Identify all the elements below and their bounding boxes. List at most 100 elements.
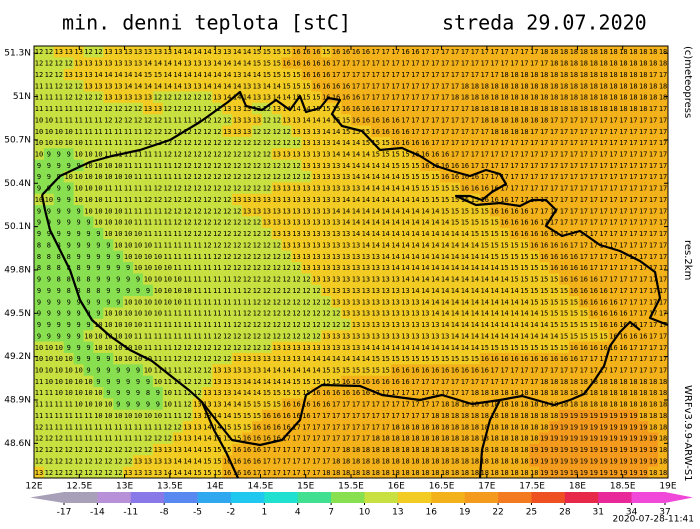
temperature-value: 13 xyxy=(253,82,261,90)
temperature-value: 14 xyxy=(421,230,429,238)
temperature-value: 11 xyxy=(154,230,162,238)
temperature-value: 13 xyxy=(272,196,280,204)
temperature-value: 13 xyxy=(144,94,152,102)
temperature-value: 16 xyxy=(302,71,310,79)
colorbar-label: -8 xyxy=(160,508,169,518)
temperature-value: 14 xyxy=(411,287,419,295)
temperature-value: 14 xyxy=(510,298,518,306)
temperature-value: 15 xyxy=(272,48,280,56)
temperature-value: 17 xyxy=(580,219,588,227)
temperature-value: 12 xyxy=(243,151,251,159)
temperature-value: 11 xyxy=(213,287,221,295)
temperature-value: 16 xyxy=(481,185,489,193)
temperature-value: 14 xyxy=(391,230,399,238)
temperature-value: 17 xyxy=(619,264,627,272)
temperature-value: 9 xyxy=(67,230,71,238)
temperature-value: 17 xyxy=(481,128,489,136)
temperature-value: 10 xyxy=(144,412,152,420)
temperature-value: 17 xyxy=(451,139,459,147)
temperature-value: 18 xyxy=(550,378,558,386)
temperature-value: 18 xyxy=(649,401,657,409)
temperature-value: 17 xyxy=(441,105,449,113)
temperature-value: 17 xyxy=(649,241,657,249)
temperature-value: 17 xyxy=(431,94,439,102)
temperature-value: 17 xyxy=(451,60,459,68)
temperature-value: 17 xyxy=(272,446,280,454)
temperature-value: 12 xyxy=(263,321,271,329)
temperature-value: 17 xyxy=(510,60,518,68)
temperature-value: 16 xyxy=(580,298,588,306)
temperature-value: 12 xyxy=(55,446,63,454)
colorbar-segment xyxy=(565,492,599,503)
temperature-value: 13 xyxy=(391,310,399,318)
temperature-value: 13 xyxy=(342,310,350,318)
temperature-value: 11 xyxy=(173,321,181,329)
temperature-value: 16 xyxy=(312,60,320,68)
temperature-value: 12 xyxy=(84,105,92,113)
temperature-value: 9 xyxy=(57,310,61,318)
temperature-value: 13 xyxy=(35,469,43,477)
temperature-value: 16 xyxy=(490,207,498,215)
temperature-value: 10 xyxy=(134,344,142,352)
temperature-value: 17 xyxy=(520,151,528,159)
temperature-value: 11 xyxy=(124,435,132,443)
temperature-value: 11 xyxy=(154,332,162,340)
temperature-value: 12 xyxy=(94,105,102,113)
temperature-value: 17 xyxy=(372,60,380,68)
temperature-value: 17 xyxy=(471,71,479,79)
temperature-value: 16 xyxy=(500,355,508,363)
temperature-value: 17 xyxy=(381,82,389,90)
temperature-value: 10 xyxy=(124,241,132,249)
temperature-value: 15 xyxy=(362,367,370,375)
temperature-value: 12 xyxy=(272,162,280,170)
temperature-value: 18 xyxy=(570,401,578,409)
temperature-value: 17 xyxy=(589,264,597,272)
temperature-value: 11 xyxy=(154,321,162,329)
temperature-value: 15 xyxy=(263,401,271,409)
temperature-value: 14 xyxy=(322,355,330,363)
temperature-value: 18 xyxy=(451,401,459,409)
temperature-value: 18 xyxy=(540,105,548,113)
temperature-value: 16 xyxy=(352,105,360,113)
temperature-value: 13 xyxy=(64,48,72,56)
temperature-value: 15 xyxy=(312,378,320,386)
temperature-value: 18 xyxy=(451,446,459,454)
temperature-value: 17 xyxy=(381,60,389,68)
temperature-value: 13 xyxy=(332,298,340,306)
temperature-value: 11 xyxy=(74,423,82,431)
temperature-value: 19 xyxy=(589,446,597,454)
temperature-value: 18 xyxy=(362,457,370,465)
colorbar-label: -5 xyxy=(193,508,202,518)
temperature-value: 17 xyxy=(560,185,568,193)
temperature-value: 12 xyxy=(45,71,53,79)
temperature-value: 14 xyxy=(243,389,251,397)
temperature-value: 14 xyxy=(520,310,528,318)
temperature-value: 13 xyxy=(154,105,162,113)
temperature-value: 10 xyxy=(94,173,102,181)
temperature-value: 14 xyxy=(481,264,489,272)
temperature-value: 11 xyxy=(173,230,181,238)
temperature-value: 9 xyxy=(126,367,130,375)
temperature-value: 12 xyxy=(183,344,191,352)
temperature-value: 10 xyxy=(45,128,53,136)
temperature-value: 9 xyxy=(37,207,41,215)
temperature-value: 9 xyxy=(57,207,61,215)
temperature-value: 11 xyxy=(173,241,181,249)
temperature-value: 14 xyxy=(421,219,429,227)
temperature-value: 17 xyxy=(362,401,370,409)
temperature-value: 17 xyxy=(411,412,419,420)
temperature-value: 10 xyxy=(64,389,72,397)
temperature-value: 18 xyxy=(481,94,489,102)
temperature-value: 16 xyxy=(411,367,419,375)
temperature-value: 17 xyxy=(312,469,320,477)
temperature-value: 16 xyxy=(639,332,647,340)
temperature-value: 12 xyxy=(55,435,63,443)
temperature-value: 12 xyxy=(213,332,221,340)
temperature-value: 18 xyxy=(391,446,399,454)
temperature-value: 12 xyxy=(253,310,261,318)
temperature-value: 10 xyxy=(64,128,72,136)
temperature-value: 13 xyxy=(312,173,320,181)
temperature-value: 18 xyxy=(659,60,667,68)
x-tick-label: 14E xyxy=(207,482,224,492)
temperature-value: 11 xyxy=(94,423,102,431)
